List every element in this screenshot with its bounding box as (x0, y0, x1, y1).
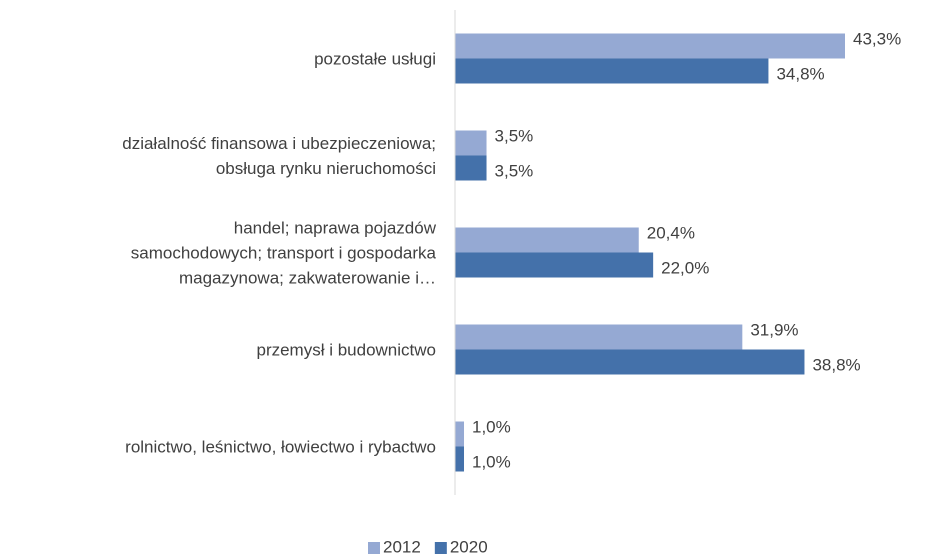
value-label: 38,8% (812, 355, 860, 374)
bar (455, 252, 654, 278)
category-label: rolnictwo, leśnictwo, łowiectwo i rybact… (125, 437, 436, 456)
legend-label: 2012 (383, 537, 421, 555)
category-label: działalność finansowa i ubezpieczeniowa;… (122, 133, 436, 178)
bar (455, 33, 845, 59)
value-label: 3,5% (495, 161, 534, 180)
category-label: pozostałe usługi (314, 49, 436, 68)
bar (455, 446, 465, 472)
bar (455, 421, 465, 447)
value-label: 22,0% (661, 258, 709, 277)
value-label: 31,9% (750, 320, 798, 339)
bar (455, 155, 487, 181)
value-label: 43,3% (853, 29, 901, 48)
value-label: 20,4% (647, 223, 695, 242)
bar (455, 227, 639, 253)
legend-swatch (368, 542, 380, 554)
bar (455, 324, 743, 350)
legend-swatch (434, 542, 447, 554)
value-label: 3,5% (495, 126, 534, 145)
value-label: 34,8% (776, 64, 824, 83)
value-label: 1,0% (472, 452, 511, 471)
category-label: przemysł i budownictwo (256, 340, 436, 359)
bar (455, 349, 805, 375)
bar (455, 58, 769, 84)
bar (455, 130, 487, 156)
value-label: 1,0% (472, 417, 511, 436)
category-label: handel; naprawa pojazdów samochodowych; … (130, 218, 436, 287)
legend-label: 2020 (450, 537, 488, 555)
